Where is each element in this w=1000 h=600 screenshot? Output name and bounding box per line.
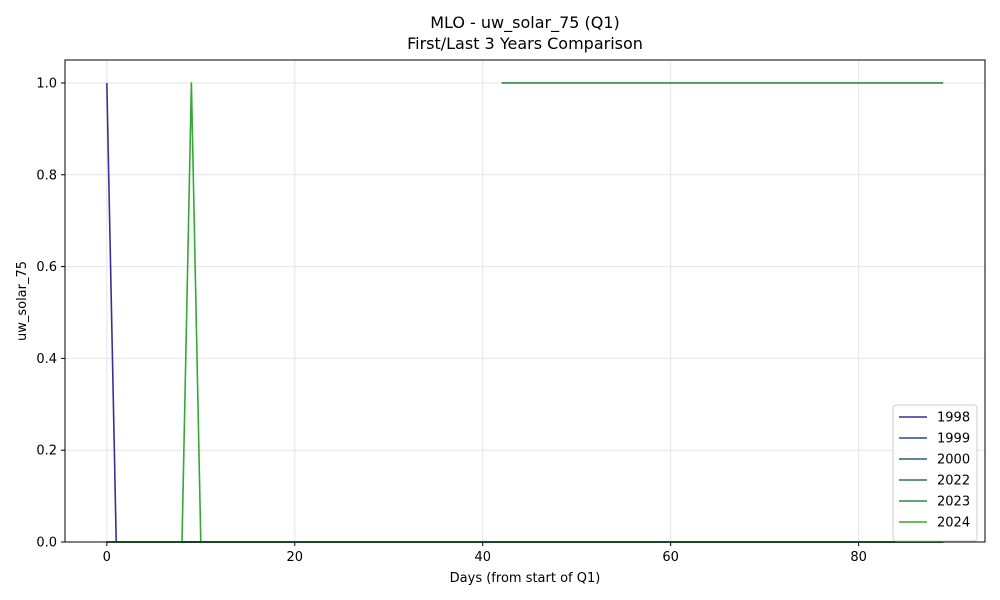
legend-label: 2024: [937, 516, 970, 531]
legend-label: 1999: [937, 432, 970, 447]
x-tick-label: 20: [286, 550, 303, 565]
chart-subtitle: First/Last 3 Years Comparison: [407, 34, 643, 53]
y-axis-label: uw_solar_75: [15, 261, 30, 341]
y-tick-label: 0.6: [36, 260, 57, 275]
legend-label: 2000: [937, 453, 970, 468]
y-tick-label: 0.8: [36, 168, 57, 183]
legend-label: 1998: [937, 411, 970, 426]
y-axis-ticks: 0.0 0.2 0.4 0.6 0.8 1.0: [36, 76, 65, 551]
x-tick-label: 80: [850, 550, 867, 565]
y-tick-label: 0.4: [36, 352, 57, 367]
legend-label: 2022: [937, 474, 970, 489]
legend-label: 2023: [937, 495, 970, 510]
x-axis-ticks: 0 20 40 60 80: [103, 542, 867, 565]
x-tick-label: 40: [474, 550, 491, 565]
legend: 1998 1999 2000 2022 2023 2024: [892, 404, 978, 542]
y-tick-label: 1.0: [36, 76, 57, 91]
y-tick-label: 0.2: [36, 444, 57, 459]
y-tick-label: 0.0: [36, 536, 57, 551]
x-tick-label: 0: [103, 550, 111, 565]
x-axis-label: Days (from start of Q1): [450, 571, 601, 586]
chart-title: MLO - uw_solar_75 (Q1): [430, 13, 620, 33]
x-tick-label: 60: [662, 550, 679, 565]
plot-area-frame: [64, 59, 986, 543]
legend-box: [892, 404, 978, 542]
